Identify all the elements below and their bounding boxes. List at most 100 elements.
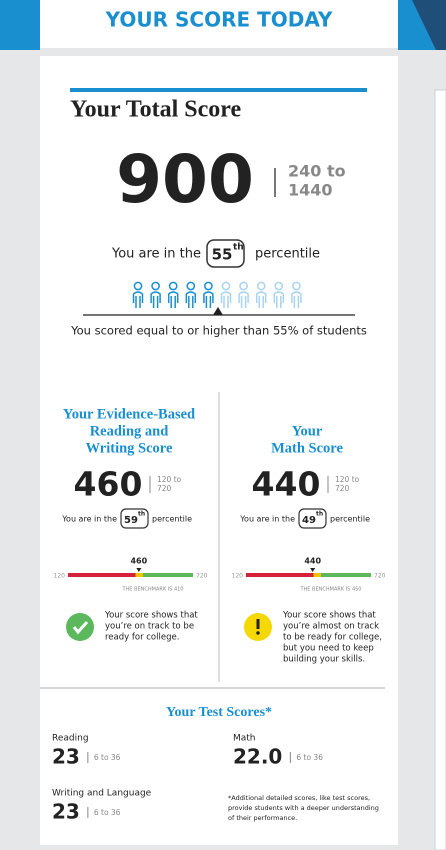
person-icon [238,281,249,308]
footnote: *Additional detailed scores, like test s… [228,794,370,802]
person-body [273,291,285,308]
header-band [40,0,398,48]
test-label: Math [233,734,256,744]
status-message: building your skills. [283,655,365,665]
percentile-box [206,239,245,268]
scale-min: 120 [54,573,66,580]
people-row [132,281,302,308]
test-range: 6 to 36 [94,808,121,817]
score-range: 120 to [335,475,360,484]
person-body [167,291,179,308]
person-head [168,281,178,291]
person-icon [273,281,285,308]
score-range: 120 to [157,475,182,484]
person-icon [167,281,179,308]
percentile: 55 [212,246,233,264]
person-head [221,281,231,291]
person-body [185,291,197,308]
exclamation-dot [256,631,260,635]
section-title: Your Evidence-Based [63,406,195,422]
bar-red [246,573,314,577]
section-title: Math Score [271,440,343,456]
person-icon [220,281,232,308]
person-icon [255,281,267,308]
section-score: 460 [74,465,143,504]
test-range: 6 to 36 [296,753,323,762]
person-icon [291,281,302,308]
percentile-box [298,508,327,529]
percentile-box [120,508,149,529]
benchmark: THE BENCHMARK IS 410 [121,587,183,593]
percentile: 49 [302,515,316,526]
person-body [132,291,144,308]
person-head [239,281,248,291]
status-message: but you need to keep [283,644,374,654]
scale-max: 720 [196,573,208,580]
test-range: 6 to 36 [94,753,121,762]
status-icon [66,613,94,641]
person-body [238,291,249,308]
corner-band [0,0,40,50]
person-body [291,291,302,308]
footnote: provide students with a deeper understan… [228,804,379,812]
status-message: Your score shows that [104,611,198,621]
ordinal: th [233,243,244,253]
status-message: ready for college. [105,633,179,643]
status-message: Your score shows that [282,611,376,621]
test-label: Reading [52,734,89,744]
person-head [186,281,196,291]
test-score: 23 [52,800,80,824]
person-head [292,281,301,291]
test-scores-title: Your Test Scores* [166,705,272,720]
ordinal: th [316,511,323,518]
total-title: Your Total Score [70,97,241,123]
total-score: 900 [116,141,254,218]
percentile-prefix: You are in the [111,247,201,262]
percentile-word: percentile [152,515,192,524]
footnote: of their performance. [228,814,297,822]
score-range: 720 [157,484,172,493]
person-head [256,281,266,291]
test-score: 22.0 [233,745,282,769]
section-score: 440 [252,465,321,504]
person-body [220,291,232,308]
score-range: 1440 [288,181,333,200]
side-panel [434,89,446,850]
marker-label: 460 [130,557,147,566]
bar-green [321,573,371,577]
score-range: 720 [335,484,350,493]
pointer [213,307,223,315]
person-head [133,281,143,291]
person-icon [203,281,214,308]
status-message: you’re on track to be [105,622,194,632]
bar-red [68,573,136,577]
scale-max: 720 [374,573,386,580]
bar-green [143,573,193,577]
score-range: 240 to [288,162,346,181]
check-mark [72,620,89,635]
person-body [255,291,267,308]
percentile-word: percentile [255,247,320,262]
score-marker [136,568,142,572]
percentile-prefix: You are in the [239,515,295,524]
exclamation [256,619,260,629]
percentile-summary: You scored equal to or higher than 55% o… [70,324,367,338]
bar-yellow [135,573,143,577]
corner-band [398,0,436,50]
person-body [203,291,214,308]
ordinal: th [138,511,145,518]
test-score: 23 [52,745,80,769]
bar-yellow [313,573,321,577]
person-body [150,291,161,308]
person-icon [132,281,144,308]
section-title: Writing Score [86,440,173,456]
test-label: Writing and Language [52,789,152,799]
percentile-prefix: You are in the [61,515,117,524]
rule [70,88,367,92]
marker-label: 440 [304,557,321,566]
person-icon [150,281,161,308]
percentile: 59 [124,515,138,526]
benchmark: THE BENCHMARK IS 450 [299,587,361,593]
person-head [274,281,284,291]
